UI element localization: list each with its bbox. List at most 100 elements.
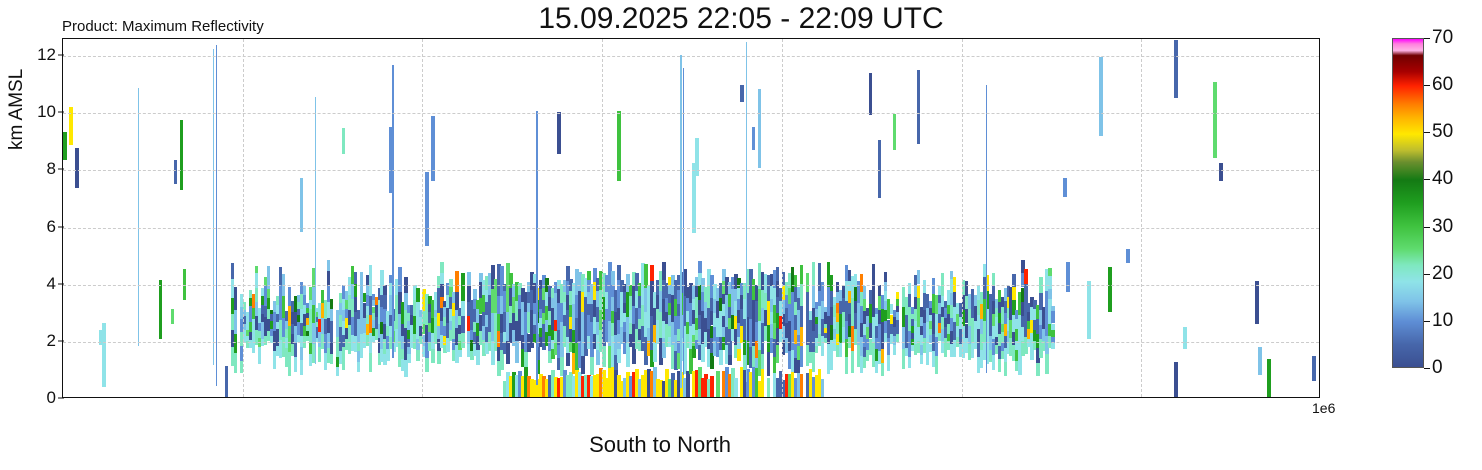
- reflectivity-bar: [566, 353, 570, 366]
- reflectivity-bar: [869, 73, 873, 115]
- reflectivity-bar: [740, 85, 744, 102]
- reflectivity-bar: [1066, 262, 1070, 292]
- reflectivity-bar: [267, 277, 271, 289]
- title-label: 15.09.2025 22:05 - 22:09 UTC: [0, 2, 1482, 36]
- reflectivity-bar: [896, 328, 900, 334]
- reflectivity-bar: [369, 353, 373, 372]
- reflectivity-bar: [851, 351, 855, 372]
- reflectivity-bar: [354, 284, 358, 298]
- reflectivity-bar: [1024, 269, 1028, 284]
- reflectivity-bar: [1174, 40, 1178, 98]
- colorbar-tick-label-70: 70: [1432, 27, 1453, 49]
- reflectivity-bar: [845, 357, 849, 374]
- gridline-vertical-3: [782, 39, 783, 397]
- gridline-vertical-5: [1141, 39, 1142, 397]
- reflectivity-bar: [461, 287, 465, 301]
- reflectivity-bar: [536, 111, 537, 386]
- gridline-vertical-1: [422, 39, 423, 397]
- reflectivity-bar: [1063, 178, 1067, 197]
- reflectivity-bar: [806, 292, 810, 309]
- reflectivity-bar: [500, 266, 504, 280]
- reflectivity-bar: [986, 85, 987, 372]
- x-axis-tick-mark-1: [422, 397, 423, 398]
- y-axis-tick-label-4: 4: [30, 274, 56, 294]
- reflectivity-bar: [515, 341, 519, 363]
- reflectivity-bar: [440, 273, 444, 284]
- colorbar-tick-label-50: 50: [1432, 121, 1453, 143]
- reflectivity-bar: [872, 264, 876, 290]
- reflectivity-bar: [686, 371, 690, 397]
- reflectivity-bar: [386, 349, 390, 361]
- reflectivity-bar: [431, 349, 435, 363]
- reflectivity-bar: [255, 273, 259, 288]
- reflectivity-bar: [896, 320, 900, 328]
- reflectivity-bar: [767, 352, 771, 376]
- reflectivity-bar: [920, 355, 924, 364]
- gridline-horizontal-8: [63, 170, 1319, 171]
- reflectivity-bar: [294, 343, 298, 356]
- reflectivity-bar: [998, 359, 1002, 372]
- colorbar-tick-mark-10: [1424, 321, 1430, 322]
- reflectivity-bar: [818, 263, 822, 275]
- reflectivity-bar: [327, 260, 331, 271]
- reflectivity-bar: [893, 345, 897, 355]
- y-axis-tick-mark-4: [58, 283, 64, 284]
- colorbar-tick-mark-30: [1424, 227, 1430, 228]
- reflectivity-bar: [225, 366, 229, 397]
- reflectivity-bar: [330, 354, 334, 364]
- y-axis-tick-label-12: 12: [30, 45, 56, 65]
- reflectivity-bar: [440, 284, 444, 297]
- reflectivity-bar: [863, 286, 867, 299]
- reflectivity-bar: [908, 357, 912, 368]
- reflectivity-bar: [746, 42, 747, 383]
- reflectivity-bar: [758, 89, 762, 167]
- reflectivity-bar: [258, 355, 262, 364]
- reflectivity-bar: [683, 68, 684, 375]
- reflectivity-bar: [63, 132, 67, 159]
- x-axis-tick-mark-4: [962, 397, 963, 398]
- reflectivity-bar: [102, 323, 106, 387]
- reflectivity-bar: [932, 278, 936, 295]
- reflectivity-bar: [800, 346, 804, 367]
- reflectivity-bar: [896, 334, 900, 342]
- reflectivity-bar: [267, 289, 271, 299]
- reflectivity-bar: [138, 88, 139, 346]
- reflectivity-bar: [1048, 289, 1052, 300]
- reflectivity-bar: [1048, 268, 1052, 276]
- y-axis-tick-mark-10: [58, 112, 64, 113]
- x-axis-label: South to North: [0, 432, 1320, 458]
- reflectivity-bar: [926, 351, 930, 365]
- reflectivity-bar: [941, 273, 945, 284]
- reflectivity-bar: [174, 160, 178, 184]
- reflectivity-bar: [234, 287, 238, 309]
- reflectivity-bar: [1255, 281, 1259, 324]
- reflectivity-bar: [476, 350, 480, 365]
- reflectivity-bar: [587, 271, 591, 279]
- reflectivity-bar: [383, 285, 387, 294]
- reflectivity-bar: [917, 285, 921, 299]
- reflectivity-bar: [896, 312, 900, 320]
- reflectivity-bar: [330, 321, 334, 332]
- reflectivity-bar: [923, 280, 927, 294]
- y-axis-tick-label-6: 6: [30, 217, 56, 237]
- colorbar-tick-label-20: 20: [1432, 263, 1453, 285]
- y-axis-tick-mark-2: [58, 340, 64, 341]
- reflectivity-bar: [330, 299, 334, 309]
- reflectivity-bar: [1219, 163, 1223, 182]
- reflectivity-bar: [884, 272, 888, 281]
- y-axis-tick-label-0: 0: [30, 388, 56, 408]
- x-axis-tick-mark-3: [782, 397, 783, 398]
- reflectivity-bar: [458, 350, 462, 358]
- reflectivity-bar: [719, 350, 723, 366]
- reflectivity-bar: [1126, 249, 1130, 264]
- reflectivity-bar: [800, 306, 804, 327]
- reflectivity-bar: [380, 270, 384, 284]
- reflectivity-bar: [1051, 317, 1055, 324]
- reflectivity-bar: [1051, 324, 1055, 330]
- reflectivity-bar: [407, 347, 411, 354]
- reflectivity-bar: [761, 369, 765, 397]
- reflectivity-bar: [698, 261, 702, 273]
- reflectivity-bar: [917, 70, 921, 144]
- reflectivity-bar: [617, 349, 621, 363]
- reflectivity-bar: [1024, 284, 1028, 303]
